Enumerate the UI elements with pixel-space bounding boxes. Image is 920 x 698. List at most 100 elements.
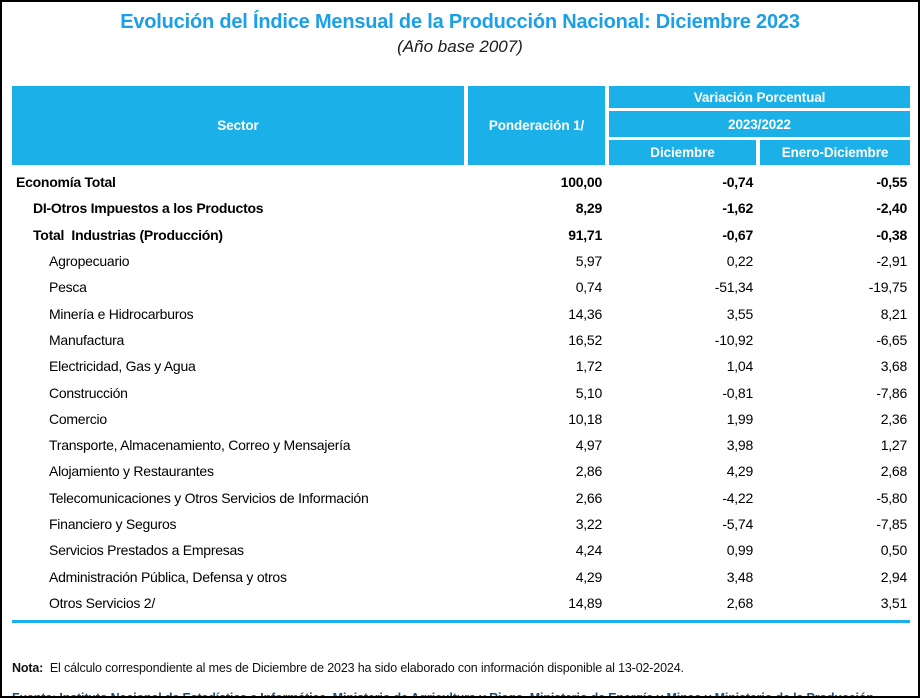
note-line-nota: Nota: El cálculo correspondiente al mes …: [12, 661, 910, 677]
ponderacion-cell: 16,52: [568, 331, 602, 348]
diciembre-cell: 0,22: [726, 253, 754, 270]
table-row: Administración Pública, Defensa y otros …: [12, 563, 910, 589]
ponderacion-cell: 2,66: [575, 489, 603, 506]
diciembre-cell: -4,22: [722, 489, 753, 506]
table-row: Telecomunicaciones y Otros Servicios de …: [12, 485, 910, 511]
enero-diciembre-cell: -0,38: [876, 226, 907, 243]
ponderacion-cell: 3,22: [575, 516, 603, 532]
diciembre-cell: 1,99: [726, 410, 754, 427]
diciembre-cell: 4,29: [726, 463, 754, 480]
ponderacion-cell: 14,36: [568, 305, 602, 322]
enero-diciembre-cell: 2,36: [880, 410, 908, 427]
sector-cell: Alojamiento y Restaurantes: [49, 463, 214, 480]
enero-diciembre-cell: -2,91: [876, 253, 907, 270]
header-cell-ponderacion: Ponderación 1/: [468, 86, 605, 165]
clipped-source-line: Fuente: Instituto Nacional de Estadístic…: [12, 691, 910, 696]
table-row: Servicios Prestados a Empresas 4,24 0,99…: [12, 537, 910, 563]
enero-diciembre-cell: -5,80: [876, 489, 907, 506]
ponderacion-cell: 5,97: [575, 253, 603, 270]
ponderacion-cell: 10,18: [568, 410, 602, 427]
ponderacion-cell: 4,97: [575, 437, 603, 454]
ponderacion-cell: 1,72: [575, 358, 603, 375]
sector-cell: Pesca: [49, 279, 87, 296]
sector-cell: Comercio: [49, 410, 107, 427]
sector-cell: Agropecuario: [49, 253, 130, 270]
header-cell-variacion-porcentual: Variación Porcentual: [609, 86, 910, 108]
diciembre-cell: 0,99: [726, 542, 754, 559]
diciembre-cell: -1,62: [722, 200, 753, 217]
diciembre-cell: -0,81: [722, 384, 753, 401]
enero-diciembre-cell: -7,85: [876, 516, 907, 532]
nota-label: Nota:: [12, 661, 44, 675]
sector-cell: Economía Total: [16, 174, 116, 191]
sector-cell: Otros Servicios 2/: [49, 594, 155, 611]
sector-cell: Electricidad, Gas y Agua: [49, 358, 196, 375]
table-row: Construcción 5,10 -0,81 -7,86: [12, 379, 910, 405]
enero-diciembre-cell: 1,27: [880, 437, 908, 454]
enero-diciembre-cell: -0,55: [876, 174, 907, 191]
enero-diciembre-cell: 2,68: [880, 463, 908, 480]
sector-cell: Minería e Hidrocarburos: [49, 305, 194, 322]
sector-cell: Financiero y Seguros: [49, 516, 177, 532]
sector-cell: Manufactura: [49, 331, 125, 348]
sector-cell: DI-Otros Impuestos a los Productos: [33, 200, 264, 217]
enero-diciembre-cell: -2,40: [876, 200, 907, 217]
diciembre-cell: -5,74: [722, 516, 753, 532]
diciembre-cell: 3,48: [726, 568, 754, 585]
diciembre-cell: 1,04: [726, 358, 754, 375]
header-cell-diciembre: Diciembre: [609, 140, 756, 165]
ponderacion-cell: 5,10: [575, 384, 603, 401]
page-title: Evolución del Índice Mensual de la Produ…: [120, 11, 800, 33]
header-cell-enero-diciembre: Enero-Diciembre: [760, 140, 910, 165]
sector-cell: Transporte, Almacenamiento, Correo y Men…: [49, 437, 351, 454]
diciembre-cell: -51,34: [714, 279, 753, 296]
table-row: Minería e Hidrocarburos 14,36 3,55 8,21: [12, 300, 910, 326]
table-header: Sector Ponderación 1/ Variación Porcentu…: [12, 86, 910, 165]
page-subtitle: (Año base 2007): [397, 37, 523, 56]
production-table: Sector Ponderación 1/ Variación Porcentu…: [12, 86, 910, 616]
enero-diciembre-cell: -6,65: [876, 331, 907, 348]
sector-cell: Telecomunicaciones y Otros Servicios de …: [49, 489, 369, 506]
diciembre-cell: -0,74: [722, 174, 753, 191]
enero-diciembre-cell: -19,75: [868, 279, 907, 296]
enero-diciembre-cell: 3,51: [880, 594, 908, 611]
table-row: Comercio 10,18 1,99 2,36: [12, 406, 910, 432]
table-row: Total Industrias (Producción) 91,71 -0,6…: [12, 222, 910, 248]
enero-diciembre-cell: 3,68: [880, 358, 908, 375]
diciembre-cell: 3,98: [726, 437, 754, 454]
table-row: Otros Servicios 2/ 14,89 2,68 3,51: [12, 590, 910, 616]
enero-diciembre-cell: 8,21: [880, 305, 908, 322]
ponderacion-cell: 100,00: [560, 174, 603, 191]
sector-cell: Administración Pública, Defensa y otros: [49, 568, 287, 585]
diciembre-cell: 2,68: [726, 594, 754, 611]
sector-cell: Servicios Prestados a Empresas: [49, 542, 244, 559]
ponderacion-cell: 4,29: [575, 568, 603, 585]
nota-text: El cálculo correspondiente al mes de Dic…: [43, 661, 684, 675]
table-row: Pesca 0,74 -51,34 -19,75: [12, 274, 910, 300]
footnotes: Nota: El cálculo correspondiente al mes …: [12, 630, 910, 696]
ponderacion-cell: 0,74: [575, 279, 603, 296]
table-body: Economía Total 100,00 -0,74 -0,55 DI-Otr…: [12, 169, 910, 616]
ponderacion-cell: 4,24: [575, 542, 603, 559]
diciembre-cell: -0,67: [722, 226, 753, 243]
ponderacion-cell: 91,71: [568, 226, 602, 243]
table-row: Electricidad, Gas y Agua 1,72 1,04 3,68: [12, 353, 910, 379]
header-cell-periodo: 2023/2022: [609, 111, 910, 137]
sector-cell: Construcción: [49, 384, 128, 401]
enero-diciembre-cell: -7,86: [876, 384, 907, 401]
table-row: Manufactura 16,52 -10,92 -6,65: [12, 327, 910, 353]
ponderacion-cell: 8,29: [575, 200, 603, 217]
table-row: Alojamiento y Restaurantes 2,86 4,29 2,6…: [12, 458, 910, 484]
table-bottom-rule: [12, 620, 910, 623]
header-cell-sector: Sector: [12, 86, 464, 165]
ponderacion-cell: 14,89: [568, 594, 602, 611]
diciembre-cell: 3,55: [726, 305, 754, 322]
diciembre-cell: -10,92: [714, 331, 753, 348]
table-row: Economía Total 100,00 -0,74 -0,55: [12, 169, 910, 195]
ponderacion-cell: 2,86: [575, 463, 603, 480]
table-row: Transporte, Almacenamiento, Correo y Men…: [12, 432, 910, 458]
enero-diciembre-cell: 0,50: [880, 542, 908, 559]
sector-cell: Total Industrias (Producción): [33, 226, 223, 243]
table-row: Financiero y Seguros 3,22 -5,74 -7,85: [12, 511, 910, 537]
